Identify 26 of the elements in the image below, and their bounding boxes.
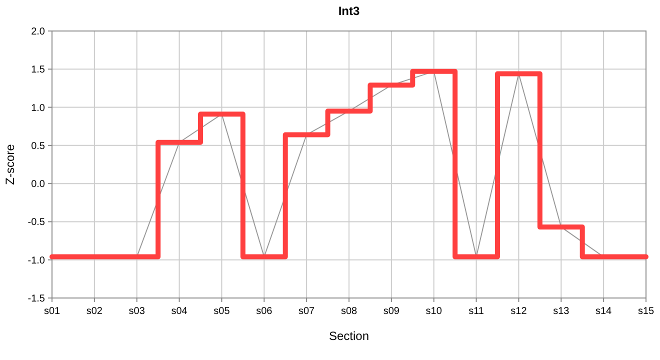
x-axis-title: Section	[328, 329, 370, 343]
x-tick-label: s11	[468, 306, 484, 317]
x-tick-label: s07	[298, 306, 316, 317]
y-tick-label: -1.5	[28, 294, 46, 304]
x-tick-label: s02	[86, 306, 103, 317]
y-tick-label: 0.5	[31, 140, 46, 152]
x-tick-label: s03	[128, 306, 146, 317]
y-tick-label: 1.5	[31, 64, 46, 76]
chart-title: Int3	[338, 4, 360, 18]
y-tick-label: 1.0	[31, 102, 46, 114]
y-tick-label: -0.5	[28, 217, 46, 228]
x-tick-label: s13	[553, 306, 570, 317]
y-axis-title: Z-score	[3, 144, 17, 185]
y-tick-label: 2.0	[31, 26, 46, 38]
x-tick-label: s12	[510, 306, 528, 317]
x-tick-label: s01	[44, 306, 60, 317]
x-tick-label: s15	[638, 306, 654, 317]
x-tick-label: s05	[214, 306, 230, 317]
x-tick-label: s06	[256, 306, 273, 317]
y-tick-label: 0.0	[31, 179, 46, 190]
x-tick-label: s14	[596, 306, 612, 317]
x-tick-label: s04	[171, 306, 188, 317]
x-tick-label: s08	[340, 306, 358, 317]
x-tick-label: s10	[426, 306, 442, 317]
x-tick-label: s09	[383, 306, 400, 317]
y-tick-label: -1.0	[28, 255, 46, 266]
